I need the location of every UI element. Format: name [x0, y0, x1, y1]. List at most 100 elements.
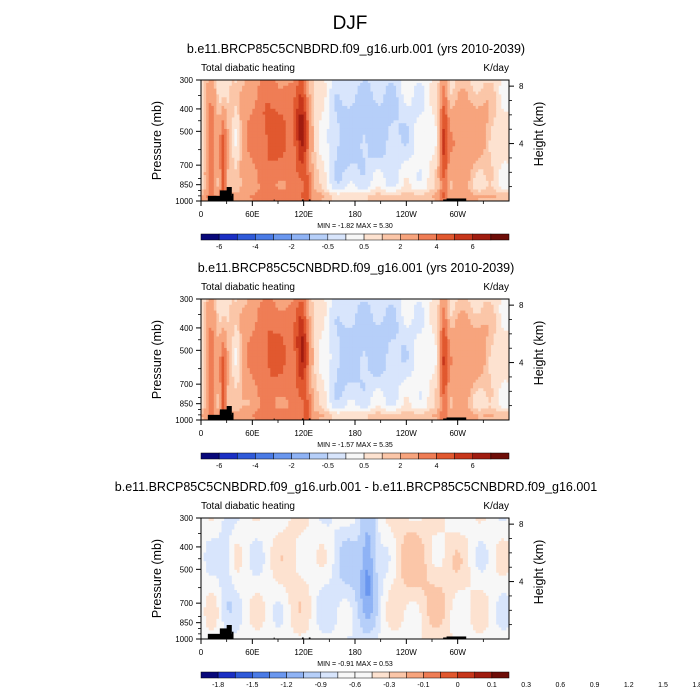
heatmap-cell: [306, 131, 310, 136]
heatmap-cell: [319, 117, 323, 121]
heatmap-cell: [480, 97, 484, 101]
heatmap-cell: [352, 100, 356, 104]
heatmap-cell: [439, 160, 443, 164]
heatmap-cell: [439, 192, 443, 196]
heatmap-cell: [501, 120, 505, 124]
heatmap-cell: [493, 160, 497, 164]
heatmap-cell: [401, 192, 405, 196]
heatmap-cell: [275, 123, 279, 127]
heatmap-cell: [226, 172, 230, 176]
heatmap-cell: [408, 180, 412, 185]
heatmap-cell: [306, 183, 310, 187]
heatmap-cell: [498, 134, 502, 139]
heatmap-cell: [262, 186, 266, 190]
heatmap-cell: [491, 169, 494, 173]
heatmap-cell: [349, 123, 353, 127]
heatmap-cell: [303, 149, 307, 153]
heatmap-cell: [455, 169, 459, 173]
heatmap-cell: [465, 120, 469, 124]
heatmap-cell: [254, 175, 258, 179]
heatmap-cell: [421, 80, 425, 84]
heatmap-cell: [226, 146, 230, 150]
heatmap-cell: [236, 180, 240, 185]
heatmap-cell: [231, 105, 235, 110]
heatmap-cell: [290, 117, 294, 121]
heatmap-cell: [432, 114, 435, 118]
heatmap-cell: [462, 120, 466, 124]
heatmap-cell: [206, 143, 210, 147]
heatmap-cell: [347, 103, 351, 107]
heatmap-cell: [267, 137, 271, 141]
heatmap-cell: [478, 114, 482, 118]
heatmap-cell: [411, 97, 415, 101]
heatmap-cell: [285, 94, 289, 98]
heatmap-cell: [496, 120, 500, 124]
heatmap-cell: [437, 143, 441, 147]
heatmap-cell: [365, 91, 369, 95]
heatmap-cell: [478, 88, 482, 92]
heatmap-cell: [272, 140, 276, 144]
heatmap-cell: [326, 80, 330, 84]
heatmap-cell: [378, 195, 382, 199]
heatmap-cell: [254, 103, 258, 107]
heatmap-cell: [480, 172, 484, 176]
heatmap-cell: [365, 82, 369, 87]
panel-urb: b.e11.BRCP85C5CNBDRD.f09_g16.urb.001 (yr…: [150, 42, 546, 251]
heatmap-cell: [231, 103, 235, 107]
heatmap-cell: [491, 114, 494, 118]
heatmap-cell: [306, 180, 310, 185]
heatmap-cell: [419, 180, 423, 185]
heatmap-cell: [337, 157, 340, 162]
heatmap-cell: [319, 195, 323, 199]
heatmap-cell: [203, 140, 207, 144]
heatmap-cell: [419, 189, 423, 193]
heatmap-cell: [231, 131, 235, 136]
heatmap-cell: [218, 169, 222, 173]
heatmap-cell: [280, 88, 284, 92]
heatmap-cell: [485, 169, 489, 173]
heatmap-cell: [234, 128, 238, 133]
heatmap-cell: [365, 183, 369, 187]
heatmap-cell: [342, 198, 346, 201]
heatmap-cell: [324, 108, 328, 113]
heatmap-cell: [439, 126, 443, 130]
heatmap-cell: [437, 160, 441, 164]
heatmap-cell: [380, 82, 384, 87]
heatmap-cell: [491, 85, 494, 90]
heatmap-cell: [465, 175, 469, 179]
heatmap-cell: [337, 103, 340, 107]
heatmap-cell: [211, 157, 215, 162]
heatmap-cell: [452, 175, 456, 179]
heatmap-cell: [280, 192, 284, 196]
heatmap-cell: [329, 126, 333, 130]
heatmap-cell: [293, 177, 297, 182]
heatmap-cell: [280, 163, 284, 167]
heatmap-cell: [357, 154, 361, 159]
heatmap-cell: [203, 88, 207, 92]
heatmap-cell: [478, 195, 482, 199]
heatmap-cell: [449, 149, 453, 153]
heatmap-cell: [262, 180, 266, 185]
heatmap-cell: [206, 149, 210, 153]
heatmap-cell: [249, 137, 253, 141]
heatmap-cell: [306, 143, 310, 147]
heatmap-cell: [229, 103, 233, 107]
heatmap-cell: [365, 154, 369, 159]
heatmap-cell: [467, 177, 471, 182]
heatmap-cell: [349, 166, 353, 170]
heatmap-cell: [470, 166, 474, 170]
heatmap-cell: [344, 97, 348, 101]
heatmap-cell: [208, 111, 212, 115]
heatmap-cell: [411, 114, 415, 118]
heatmap-cell: [375, 128, 379, 133]
heatmap-cell: [216, 152, 220, 156]
heatmap-cell: [372, 152, 376, 156]
heatmap-cell: [203, 198, 207, 201]
heatmap-cell: [249, 105, 253, 110]
heatmap-cell: [357, 134, 361, 139]
heatmap-cell: [393, 189, 397, 193]
heatmap-cell: [342, 128, 346, 133]
heatmap-cell: [491, 82, 494, 87]
heatmap-cell: [434, 117, 438, 121]
heatmap-cell: [293, 183, 297, 187]
